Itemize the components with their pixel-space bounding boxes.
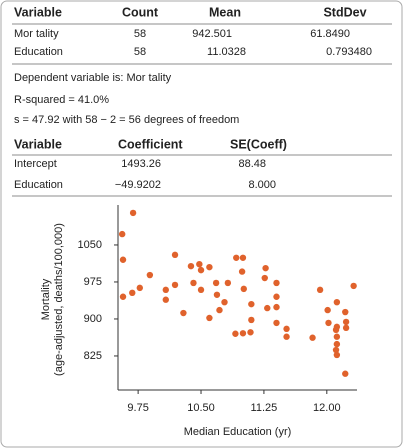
point — [187, 262, 195, 270]
point — [232, 330, 239, 337]
point — [248, 316, 255, 324]
point — [233, 254, 240, 261]
x-tick-label: 11.25 — [251, 402, 278, 414]
cell: Education — [14, 46, 63, 58]
point — [190, 279, 197, 287]
point — [333, 351, 341, 359]
cell: Education — [14, 179, 63, 191]
point — [239, 254, 247, 261]
point — [129, 209, 137, 217]
point — [325, 319, 332, 327]
point — [238, 268, 246, 275]
point — [273, 279, 280, 287]
point — [342, 370, 349, 377]
point — [309, 334, 316, 341]
point — [342, 318, 350, 326]
point — [342, 308, 349, 316]
point — [197, 286, 205, 294]
point — [324, 306, 331, 314]
point — [129, 289, 136, 297]
point — [333, 340, 341, 348]
point — [180, 309, 187, 317]
cell: −49.9202 — [115, 179, 161, 191]
cell: 88.48 — [238, 158, 266, 170]
r-squared: R-squared = 41.0% — [14, 94, 109, 106]
y-tick-label: 1050 — [78, 239, 102, 251]
point — [171, 251, 179, 259]
y-axis-label: (age-adjusted, deaths/100,000) — [53, 223, 65, 376]
cell: 0.793480 — [326, 46, 372, 58]
point — [196, 261, 203, 268]
s-line: s = 47.92 with 58 − 2 = 56 degrees of fr… — [14, 114, 239, 126]
point — [248, 300, 255, 308]
dependent: Dependent variable is: Mor tality — [14, 72, 172, 84]
header: SE(Coeff) — [230, 137, 287, 151]
x-tick-label: 10.50 — [187, 402, 215, 414]
point — [136, 284, 144, 292]
cell: Intercept — [14, 158, 57, 170]
point — [333, 298, 341, 306]
cell: 11.0328 — [207, 46, 246, 58]
y-tick-label: 825 — [84, 350, 102, 362]
y-tick-label: 900 — [84, 313, 102, 325]
y-axis-label: Mortality — [40, 278, 52, 320]
cell: 58 — [134, 28, 146, 40]
point — [212, 279, 220, 287]
header: StdDev — [323, 5, 366, 19]
point — [162, 286, 169, 294]
point — [162, 296, 169, 303]
point — [171, 281, 179, 289]
point — [264, 304, 271, 312]
cell: Mor tality — [14, 28, 59, 40]
point — [240, 285, 247, 293]
point — [283, 333, 290, 340]
point — [221, 298, 228, 306]
point — [273, 303, 280, 311]
point — [350, 282, 357, 290]
y-tick-label: 975 — [84, 276, 102, 288]
point — [146, 271, 154, 279]
point — [216, 306, 223, 314]
header: Coefficient — [118, 137, 183, 151]
point — [273, 319, 280, 327]
header: Mean — [209, 5, 241, 19]
cell: 61.8490 — [310, 28, 350, 40]
point — [213, 291, 221, 298]
point — [316, 286, 324, 294]
header: Variable — [14, 137, 62, 151]
x-axis-label: Median Education (yr) — [184, 426, 292, 438]
point — [119, 256, 127, 263]
point — [332, 346, 340, 354]
point — [342, 324, 350, 332]
point — [261, 274, 268, 282]
header: Variable — [14, 5, 62, 19]
point — [247, 329, 254, 336]
point — [239, 330, 247, 337]
point — [118, 230, 126, 238]
point — [206, 263, 213, 271]
cell: 8.000 — [248, 179, 276, 191]
header: Count — [122, 5, 159, 19]
cell: 1493.26 — [121, 158, 161, 170]
point — [273, 293, 280, 300]
point — [224, 279, 232, 287]
cell: 58 — [134, 46, 146, 58]
x-tick-label: 9.75 — [127, 402, 148, 414]
point — [206, 314, 213, 322]
cell: 942.501 — [192, 28, 232, 40]
point — [197, 266, 205, 274]
point — [262, 264, 269, 272]
point — [332, 326, 340, 334]
x-tick-label: 12.00 — [313, 402, 341, 414]
point — [119, 293, 127, 300]
point — [283, 325, 290, 333]
point — [333, 333, 341, 340]
